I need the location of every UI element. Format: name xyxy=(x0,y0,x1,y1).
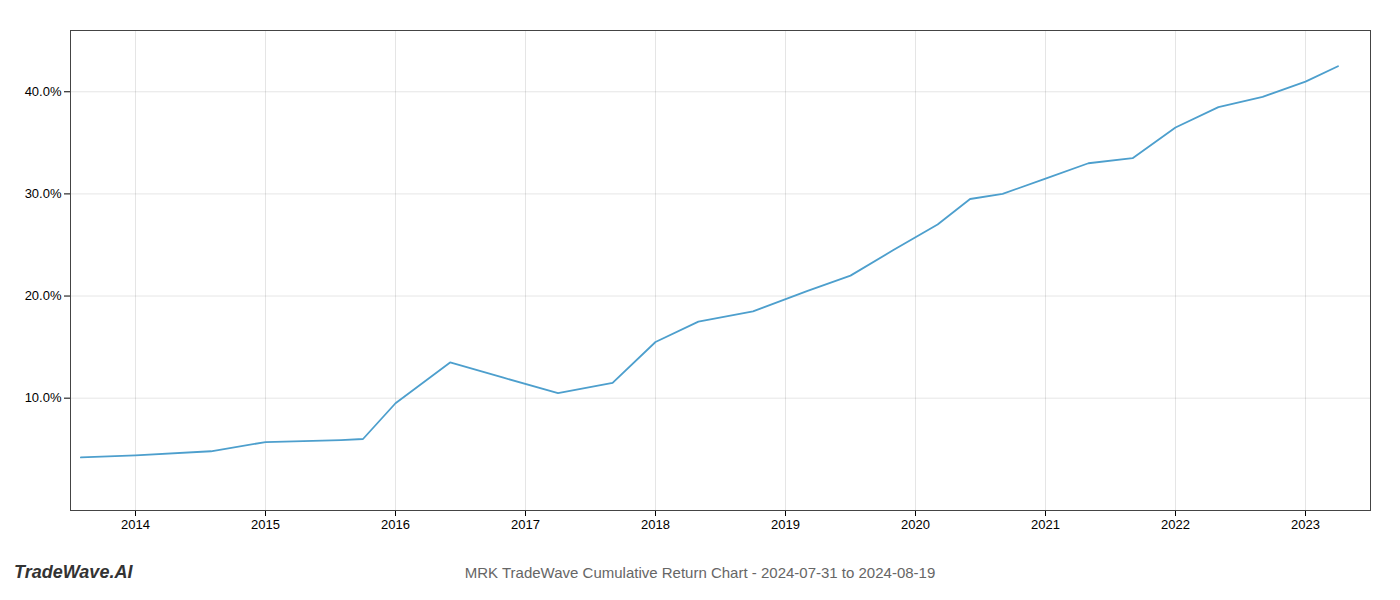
html-text:TradeWave.AI: TradeWave.AI xyxy=(14,562,133,582)
svg-text:2017: 2017 xyxy=(511,517,540,532)
svg-text:2021: 2021 xyxy=(1031,517,1060,532)
svg-text:2023: 2023 xyxy=(1291,517,1320,532)
svg-text:2016: 2016 xyxy=(381,517,410,532)
svg-text:2019: 2019 xyxy=(771,517,800,532)
svg-text:2015: 2015 xyxy=(251,517,280,532)
svg-text:30.0%: 30.0% xyxy=(25,186,62,201)
svg-text:2022: 2022 xyxy=(1161,517,1190,532)
svg-text:2014: 2014 xyxy=(121,517,150,532)
svg-text:2018: 2018 xyxy=(641,517,670,532)
svg-text:20.0%: 20.0% xyxy=(25,288,62,303)
svg-text:2020: 2020 xyxy=(901,517,930,532)
svg-text:10.0%: 10.0% xyxy=(25,390,62,405)
html-text:MRK TradeWave Cumulative Retur: MRK TradeWave Cumulative Return Chart - … xyxy=(464,564,936,581)
svg-text:40.0%: 40.0% xyxy=(25,84,62,99)
